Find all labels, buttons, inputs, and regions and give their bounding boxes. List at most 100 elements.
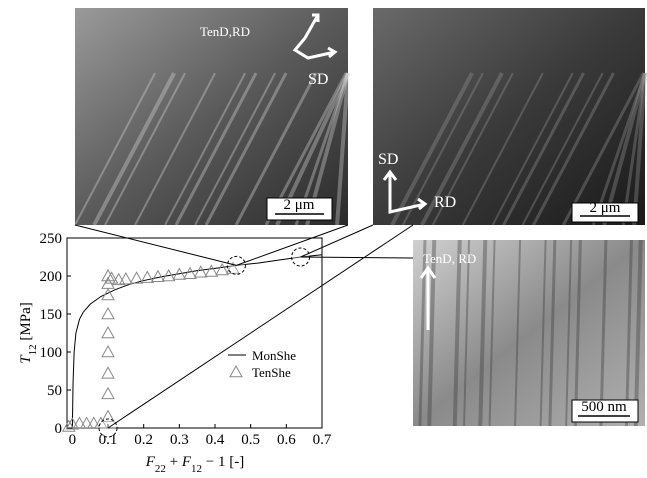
y-tick-label: 100 [40, 345, 63, 361]
texture-line [174, 72, 258, 226]
micrograph-label: TenD, RD [423, 251, 476, 266]
texture-line [164, 72, 246, 226]
texture-line [204, 72, 288, 226]
micrograph [373, 8, 645, 225]
texture-line [591, 72, 647, 226]
marker [86, 416, 101, 429]
texture-line [461, 72, 544, 226]
texture-line [452, 239, 462, 427]
texture-line [565, 239, 573, 427]
texture-line [431, 72, 514, 226]
label-part: [MPa] [18, 302, 34, 344]
marker [94, 416, 108, 429]
marker [193, 265, 208, 278]
marker [151, 269, 165, 283]
marker [101, 268, 115, 282]
label-part: − 1 [-] [202, 454, 244, 470]
y-tick-label: 200 [40, 269, 63, 285]
marker [129, 271, 144, 284]
texture-line [488, 239, 496, 427]
texture-line [573, 239, 582, 427]
marker [183, 266, 197, 280]
x-tick-label: 0.6 [277, 432, 296, 448]
texture-line [633, 239, 643, 427]
connector [74, 224, 237, 266]
marker [101, 386, 115, 400]
marker [72, 416, 87, 429]
legend-label: MonShe [252, 348, 296, 363]
connector [300, 224, 374, 258]
texture-line [502, 72, 585, 226]
label-subscript: 12 [191, 463, 202, 473]
label-subscript: 22 [155, 463, 166, 473]
texture-line [234, 72, 318, 226]
micrograph [75, 8, 348, 225]
texture-line [463, 239, 471, 427]
marker [61, 419, 76, 432]
marker [140, 270, 155, 283]
micrograph-label: RD [434, 194, 456, 211]
marker [79, 416, 94, 429]
marker [101, 409, 115, 422]
marker [111, 272, 126, 286]
texture-line [599, 239, 608, 427]
marker [172, 267, 187, 280]
x-tick-label: 0.5 [241, 432, 260, 448]
x-tick-label: 0.2 [134, 432, 153, 448]
line [71, 254, 323, 429]
texture-line [621, 72, 647, 226]
label-part: T [18, 354, 34, 364]
legend-marker [229, 364, 243, 378]
marker [101, 287, 115, 301]
connector [300, 256, 414, 259]
texture-line [194, 72, 277, 226]
texture-line [521, 72, 604, 226]
texture-line [539, 239, 547, 427]
label-part: F [181, 454, 192, 470]
texture-line [514, 239, 522, 427]
plot-frame [66, 237, 323, 429]
x-tick-label: 0.7 [313, 432, 332, 448]
label-part: F [145, 454, 156, 470]
marker [161, 268, 176, 282]
connector [236, 224, 349, 266]
legend-label: TenShe [252, 365, 291, 380]
marker [65, 417, 80, 430]
y-tick-label: 0 [55, 421, 63, 437]
x-tick-label: 0 [69, 432, 77, 448]
scale-label: 2 μm [590, 200, 621, 216]
texture-line [548, 239, 557, 427]
texture-line [491, 72, 574, 226]
label-part: + [166, 454, 182, 470]
y-axis-label: T12 [MPa] [18, 302, 39, 363]
marker [204, 264, 219, 277]
y-tick-label: 250 [40, 231, 63, 247]
label-subscript: 12 [27, 344, 39, 355]
scale-bar: 2 μm [571, 200, 639, 223]
texture-line [402, 72, 484, 226]
marker [101, 325, 115, 339]
scale-label: 2 μm [284, 197, 315, 213]
y-tick-label: 150 [40, 307, 63, 323]
texture-line [478, 239, 488, 427]
connector [107, 224, 414, 429]
scale-label: 500 nm [581, 399, 627, 415]
marker [101, 366, 115, 379]
texture-line [104, 72, 186, 226]
micrograph-label: SD [378, 151, 398, 168]
texture-line [562, 72, 645, 226]
texture-line [74, 72, 156, 226]
micrograph [413, 240, 645, 426]
micrograph-label: TenD,RD [200, 24, 250, 39]
texture-line [390, 72, 474, 226]
texture-line [134, 72, 216, 226]
scale-bar: 2 μm [266, 197, 333, 221]
x-tick-label: 0.3 [170, 432, 189, 448]
x-axis-label: F22 + F12 − 1 [-] [145, 454, 245, 473]
texture-line [420, 72, 504, 226]
arrows [292, 13, 437, 330]
x-tick-label: 0.1 [99, 432, 118, 448]
micrograph-label: SD [308, 71, 328, 88]
texture-line [632, 72, 647, 226]
texture-line [624, 239, 633, 427]
